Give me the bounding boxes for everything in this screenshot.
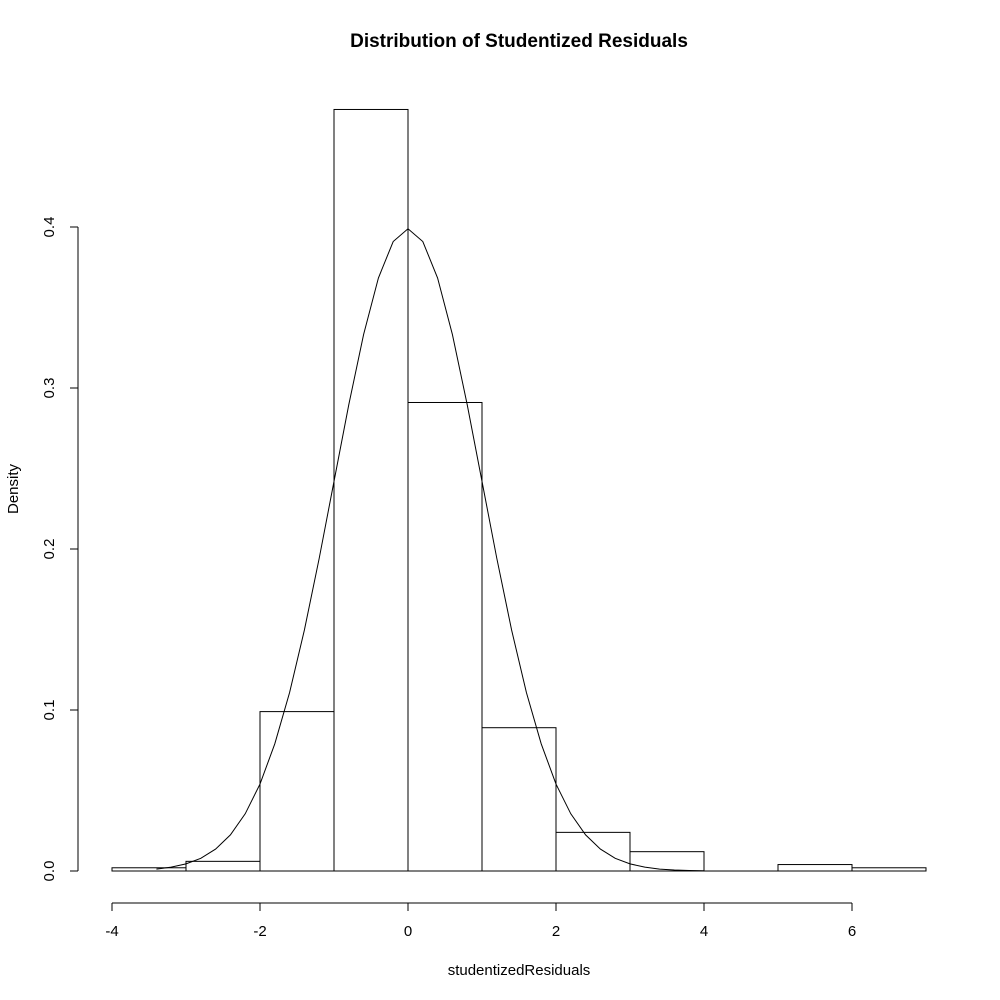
histogram-bar bbox=[555, 831, 631, 872]
y-tick-label: 0.3 bbox=[41, 378, 58, 399]
histogram-bar bbox=[851, 867, 927, 872]
histogram-bar bbox=[185, 860, 261, 872]
x-tick-label: 2 bbox=[552, 923, 560, 940]
y-tick-label: 0.2 bbox=[41, 539, 58, 560]
x-axis: -4 -2 0 2 4 6 bbox=[105, 902, 856, 940]
x-axis-title: studentizedResiduals bbox=[448, 962, 591, 979]
histogram-bar bbox=[111, 867, 187, 872]
histogram-bar bbox=[259, 711, 335, 872]
histogram-bar bbox=[629, 851, 705, 872]
x-tick-label: -2 bbox=[253, 923, 266, 940]
x-tick-label: 6 bbox=[848, 923, 856, 940]
y-tick-label: 0.4 bbox=[41, 217, 58, 238]
histogram-bar bbox=[333, 108, 409, 872]
x-tick-label: 0 bbox=[404, 923, 412, 940]
x-tick-label: 4 bbox=[700, 923, 708, 940]
histogram-bar bbox=[407, 401, 483, 872]
histogram-bar bbox=[777, 864, 853, 872]
y-tick-label: 0.1 bbox=[41, 700, 58, 721]
x-tick-label: -4 bbox=[105, 923, 118, 940]
chart-title: Distribution of Studentized Residuals bbox=[350, 31, 688, 52]
y-axis-title: Density bbox=[5, 463, 22, 514]
y-tick-label: 0.0 bbox=[41, 861, 58, 882]
density-curve-group bbox=[156, 228, 705, 872]
histogram-bars bbox=[111, 108, 927, 872]
density-curve-line bbox=[156, 228, 705, 872]
histogram-bar bbox=[481, 727, 557, 872]
y-axis: 0.0 0.1 0.2 0.3 0.4 bbox=[41, 217, 79, 882]
